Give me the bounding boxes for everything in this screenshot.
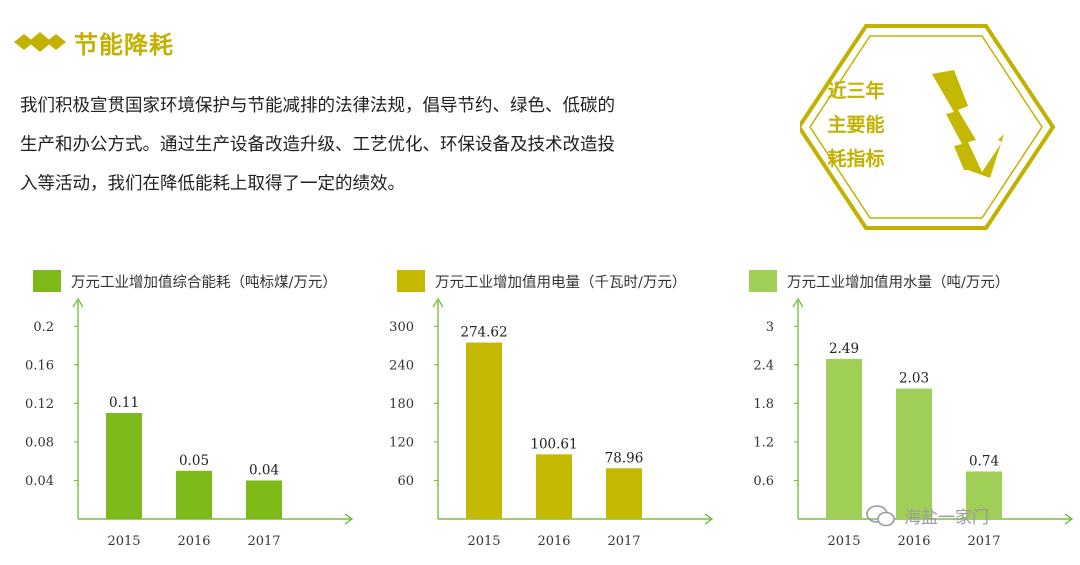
y-axis-arrow-icon [432, 297, 444, 308]
intro-paragraph: 我们积极宣贯国家环境保护与节能减排的法律法规，倡导节约、绿色、低碳的 生产和办公… [20, 87, 780, 204]
bar [536, 454, 572, 519]
y-tick-label: 1.8 [753, 397, 774, 412]
indicator-badge: 近三年 主要能 耗指标 [800, 22, 1060, 232]
legend-swatch [749, 270, 777, 292]
x-tick-label: 2017 [247, 534, 280, 549]
y-tick-label: 2.4 [753, 358, 774, 373]
data-label: 0.05 [179, 453, 209, 469]
legend-swatch [33, 270, 61, 292]
data-label: 0.11 [109, 395, 139, 411]
x-tick-label: 2015 [827, 534, 860, 549]
y-tick-label: 3 [766, 320, 774, 335]
y-tick-label: 0.2 [33, 320, 54, 335]
watermark: 海盐一家门 [866, 503, 989, 528]
section-header: 节能降耗 [14, 24, 174, 60]
badge-line: 耗指标 [827, 148, 885, 170]
x-axis-arrow-icon [704, 513, 714, 525]
intro-line: 我们积极宣贯国家环境保护与节能减排的法律法规，倡导节约、绿色、低碳的 [20, 96, 615, 116]
charts-area: 万元工业增加值综合能耗（吨标煤/万元） 万元工业增加值用电量（千瓦时/万元） 万… [0, 255, 1080, 560]
x-tick-label: 2015 [107, 534, 140, 549]
chart-legend: 万元工业增加值用水量（吨/万元） [749, 269, 1009, 293]
data-label: 78.96 [605, 450, 644, 466]
intro-line: 入等活动，我们在降低能耗上取得了一定的绩效。 [20, 174, 405, 194]
legend-label: 万元工业增加值用水量（吨/万元） [787, 274, 1010, 291]
watermark-text: 海盐一家门 [904, 508, 989, 528]
x-axis-arrow-icon [1064, 513, 1074, 525]
bar-chart-energy: 0.04 0.08 0.12 0.16 0.2 0.11 2015 0.05 2016 0.04 2… [25, 297, 354, 549]
data-label: 2.49 [829, 341, 859, 357]
bar [966, 471, 1002, 519]
bar-chart-electricity: 60 120 180 240 300 274.62 2015 100.61 2016 78.96 2… [389, 297, 714, 549]
wechat-icon [866, 504, 895, 526]
y-tick-label: 60 [397, 474, 414, 489]
x-tick-label: 2016 [537, 534, 570, 549]
legend-swatch [397, 270, 425, 292]
bar [176, 470, 212, 519]
y-axis-arrow-icon [72, 297, 84, 308]
downward-arrow-icon [932, 70, 1004, 178]
section-title: 节能降耗 [74, 30, 174, 59]
chart-legend: 万元工业增加值用电量（千瓦时/万元） [397, 269, 686, 293]
legend-label: 万元工业增加值用电量（千瓦时/万元） [435, 274, 687, 291]
badge-line: 近三年 [827, 80, 885, 102]
data-label: 0.74 [969, 453, 999, 469]
x-tick-label: 2017 [607, 534, 640, 549]
x-tick-label: 2015 [467, 534, 500, 549]
data-label: 274.62 [460, 325, 507, 341]
y-tick-label: 0.04 [25, 474, 54, 489]
y-tick-label: 300 [389, 320, 414, 335]
x-axis-arrow-icon [344, 513, 354, 525]
y-axis-arrow-icon [792, 297, 804, 308]
diamond-ornament-icon [14, 32, 66, 52]
bar-chart-water: 0.6 1.2 1.8 2.4 3 2.49 2015 2.03 2016 0.74 2017 [753, 297, 1074, 549]
hexagon-frame-icon [800, 24, 1056, 230]
y-tick-label: 0.16 [25, 358, 54, 373]
bar [606, 468, 642, 519]
x-tick-label: 2017 [967, 534, 1000, 549]
bar [896, 388, 932, 519]
y-tick-label: 120 [389, 435, 414, 450]
data-label: 2.03 [899, 371, 929, 387]
bar [466, 342, 502, 519]
bar [106, 413, 142, 519]
bar [246, 480, 282, 519]
legend-label: 万元工业增加值综合能耗（吨标煤/万元） [71, 274, 337, 291]
data-label: 100.61 [530, 436, 577, 452]
intro-line: 生产和办公方式。通过生产设备改造升级、工艺优化、环保设备及技术改造投 [20, 135, 615, 155]
y-tick-label: 0.6 [753, 474, 774, 489]
chart-legend: 万元工业增加值综合能耗（吨标煤/万元） [33, 269, 337, 293]
y-tick-label: 0.08 [25, 435, 54, 450]
y-tick-label: 0.12 [25, 397, 54, 412]
x-tick-label: 2016 [177, 534, 210, 549]
y-tick-label: 240 [389, 358, 414, 373]
x-tick-label: 2016 [897, 534, 930, 549]
badge-line: 主要能 [827, 114, 885, 136]
y-tick-label: 1.2 [753, 435, 774, 450]
data-label: 0.04 [249, 462, 279, 478]
bar [826, 359, 862, 519]
y-tick-label: 180 [389, 397, 414, 412]
